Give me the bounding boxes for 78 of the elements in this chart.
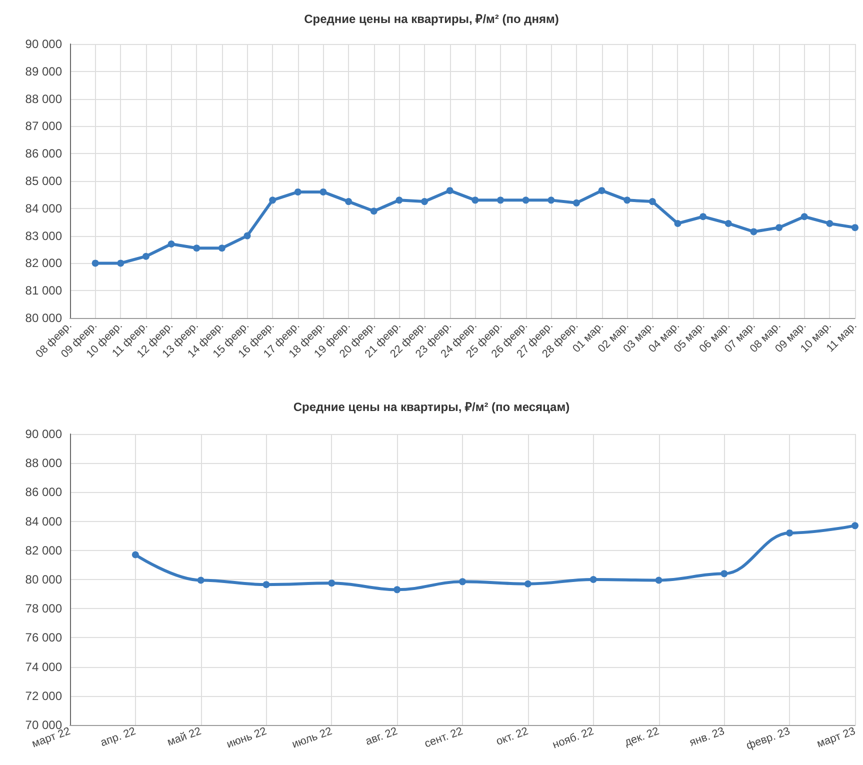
y-tick-label: 74 000 <box>25 660 62 674</box>
y-tick-label: 84 000 <box>25 201 62 216</box>
x-tick-label: янв. 23 <box>688 725 726 750</box>
point <box>320 188 327 196</box>
point <box>132 551 139 558</box>
point <box>421 198 428 206</box>
y-tick-label: 84 000 <box>25 514 62 528</box>
point <box>244 232 251 240</box>
point <box>590 576 597 583</box>
point <box>522 196 530 204</box>
x-tick-label: авг. 22 <box>364 725 400 748</box>
point <box>294 188 302 196</box>
y-tick-label: 86 000 <box>25 485 62 500</box>
point <box>446 187 454 194</box>
y-tick-label: 80 000 <box>25 311 62 325</box>
y-tick-label: 78 000 <box>25 602 62 616</box>
chart-title: Средние цены на квартиры, ₽/м² (по месяцам) <box>293 400 570 414</box>
y-tick-label: 80 000 <box>25 572 62 586</box>
y-tick-label: 72 000 <box>25 688 62 703</box>
y-tick-label: 85 000 <box>25 174 62 188</box>
x-tick-label: нояб. 22 <box>551 725 596 752</box>
y-tick-label: 83 000 <box>25 228 62 243</box>
point <box>674 220 682 227</box>
point <box>262 581 270 588</box>
point <box>168 240 175 248</box>
point <box>852 522 858 530</box>
y-tick-label: 76 000 <box>25 630 62 645</box>
x-tick-label: июль 22 <box>290 725 334 751</box>
point <box>496 196 504 204</box>
point <box>700 213 707 220</box>
point <box>720 570 728 578</box>
point <box>548 196 555 204</box>
point <box>624 196 631 204</box>
x-tick-label: февр. 23 <box>744 725 792 752</box>
point <box>472 196 479 204</box>
x-tick-label: окт. 22 <box>494 725 530 748</box>
x-tick-label: сент. 22 <box>422 725 465 750</box>
y-tick-label: 86 000 <box>25 146 62 161</box>
point <box>776 224 783 232</box>
point <box>800 213 808 220</box>
point <box>117 260 124 267</box>
point <box>459 578 466 586</box>
point <box>852 224 858 232</box>
point <box>197 576 204 584</box>
y-tick-label: 90 000 <box>25 37 62 51</box>
point <box>598 187 606 194</box>
y-tick-label: 82 000 <box>25 543 62 558</box>
y-tick-label: 89 000 <box>25 64 62 78</box>
x-tick-label: июнь 22 <box>225 725 268 751</box>
x-tick-label: март 23 <box>815 725 858 750</box>
point <box>142 252 150 260</box>
x-tick-label: апр. 22 <box>99 725 138 750</box>
y-tick-label: 88 000 <box>25 92 62 106</box>
x-tick-label: май 22 <box>166 725 203 749</box>
point <box>572 199 580 206</box>
point <box>396 196 403 204</box>
point <box>370 208 378 215</box>
point <box>750 228 758 236</box>
point <box>269 196 276 204</box>
y-tick-label: 82 000 <box>25 256 62 270</box>
point <box>218 244 226 252</box>
point <box>524 580 532 588</box>
y-tick-label: 90 000 <box>25 427 62 441</box>
point <box>193 244 200 252</box>
point <box>648 198 656 206</box>
y-tick-label: 88 000 <box>25 456 62 470</box>
point <box>345 198 352 206</box>
point <box>826 220 834 227</box>
point <box>328 580 336 587</box>
y-tick-label: 81 000 <box>25 284 62 298</box>
x-tick-label: дек. 22 <box>623 725 661 749</box>
point <box>655 576 662 584</box>
point <box>786 529 794 536</box>
chart-title: Средние цены на квартиры, ₽/м² (по дням) <box>304 12 559 26</box>
point <box>724 220 732 227</box>
point <box>92 260 99 267</box>
y-tick-label: 87 000 <box>25 119 62 134</box>
point <box>394 586 401 594</box>
